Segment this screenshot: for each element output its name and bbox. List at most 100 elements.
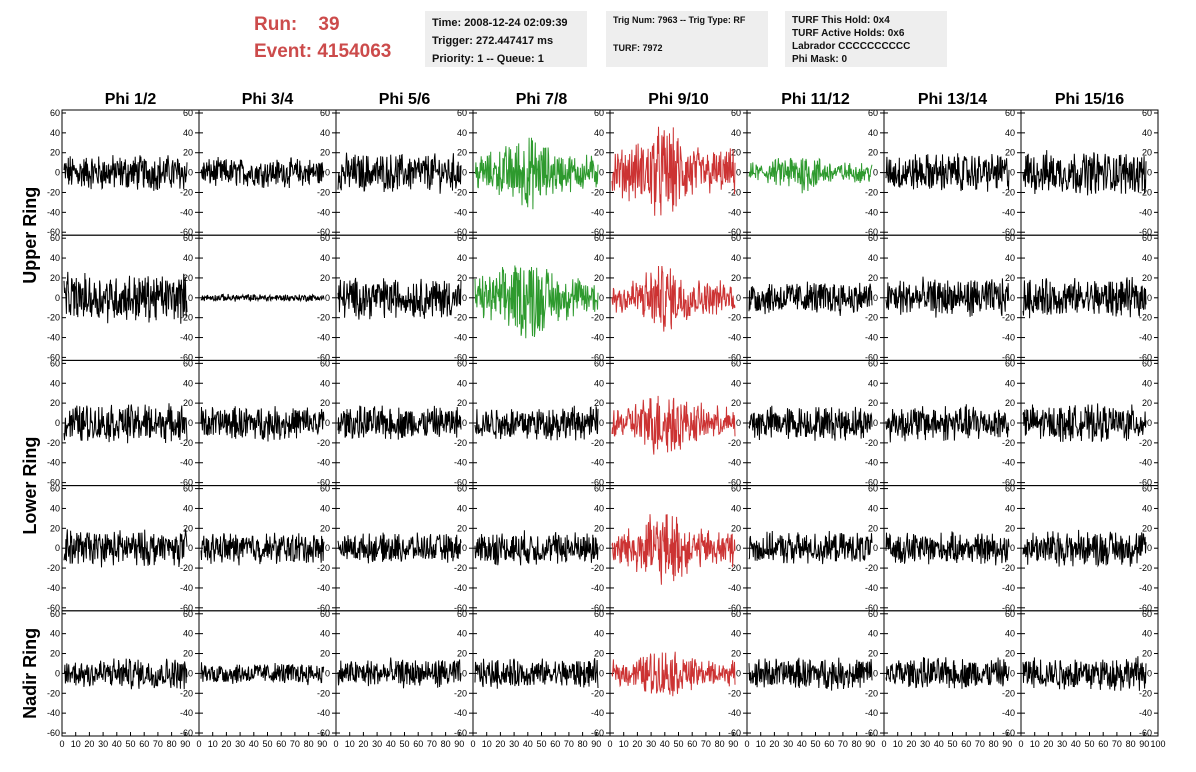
y-tick-label: 0: [1147, 543, 1152, 553]
waveform-trace: [748, 405, 873, 441]
y-tick-label: 40: [868, 128, 878, 138]
x-tick-label: 10: [756, 739, 766, 749]
x-tick-label: 60: [824, 739, 834, 749]
y-tick-label: -20: [591, 563, 604, 573]
x-tick-label: 90: [865, 739, 875, 749]
y-tick-label: -20: [865, 563, 878, 573]
y-tick-label: -60: [1002, 227, 1015, 237]
x-tick-label: 90: [180, 739, 190, 749]
x-tick-label: 10: [1030, 739, 1040, 749]
y-tick-label: 20: [1005, 523, 1015, 533]
y-tick-label: -60: [865, 478, 878, 488]
waveform-trace: [1022, 276, 1147, 319]
y-tick-label: -40: [317, 458, 330, 468]
waveform-trace: [885, 657, 1010, 689]
y-tick-label: -20: [1139, 438, 1152, 448]
y-tick-label: 40: [183, 629, 193, 639]
y-tick-label: 0: [188, 543, 193, 553]
y-tick-label: 40: [1142, 629, 1152, 639]
y-tick-label: 60: [320, 609, 330, 619]
waveform-trace: [63, 403, 188, 444]
y-tick-label: 0: [1010, 668, 1015, 678]
y-tick-label: -60: [728, 728, 741, 738]
y-tick-label: 60: [731, 233, 741, 243]
y-tick-label: 20: [320, 398, 330, 408]
y-tick-label: -20: [865, 313, 878, 323]
y-tick-label: -60: [454, 352, 467, 362]
x-tick-label: 70: [153, 739, 163, 749]
x-tick-label: 0: [744, 739, 749, 749]
y-tick-label: -40: [317, 207, 330, 217]
y-tick-label: 0: [1010, 293, 1015, 303]
waveform-trace: [748, 530, 873, 565]
y-tick-label: 60: [50, 609, 60, 619]
y-tick-label: 60: [868, 484, 878, 494]
y-tick-label: 60: [868, 609, 878, 619]
y-tick-label: 20: [1005, 273, 1015, 283]
x-tick-label: 10: [893, 739, 903, 749]
y-tick-label: 60: [320, 358, 330, 368]
y-tick-label: 40: [731, 629, 741, 639]
column-label: Phi 5/6: [379, 91, 431, 108]
column-label: Phi 13/14: [918, 91, 987, 108]
waveform-trace: [474, 265, 599, 339]
x-tick-label: 40: [797, 739, 807, 749]
y-tick-label: 20: [1142, 273, 1152, 283]
y-tick-label: 60: [183, 609, 193, 619]
y-tick-label: -40: [1002, 333, 1015, 343]
y-tick-label: -20: [865, 688, 878, 698]
y-tick-label: 40: [457, 629, 467, 639]
y-tick-label: -20: [728, 438, 741, 448]
y-tick-label: 60: [183, 484, 193, 494]
y-tick-label: 60: [594, 358, 604, 368]
y-tick-label: 0: [188, 418, 193, 428]
x-tick-label: 90: [591, 739, 601, 749]
y-tick-label: 20: [1142, 148, 1152, 158]
waveform-trace: [885, 404, 1010, 443]
waveform-trace: [474, 530, 599, 566]
y-tick-label: -20: [865, 438, 878, 448]
y-tick-label: -60: [591, 603, 604, 613]
x-tick-label: 0: [196, 739, 201, 749]
y-tick-label: -20: [591, 187, 604, 197]
run-event-info: Run: 39 Event: 4154063: [254, 11, 391, 65]
y-tick-label: -60: [180, 728, 193, 738]
y-tick-label: -20: [454, 313, 467, 323]
y-tick-label: 60: [868, 108, 878, 118]
x-tick-label: 70: [564, 739, 574, 749]
y-tick-label: -40: [865, 708, 878, 718]
y-tick-label: -20: [47, 187, 60, 197]
y-tick-label: 60: [1142, 108, 1152, 118]
y-tick-label: -20: [1002, 187, 1015, 197]
y-tick-label: -60: [317, 227, 330, 237]
x-tick-label: 70: [838, 739, 848, 749]
turf-line: TURF: 7972: [613, 43, 663, 53]
y-tick-label: 60: [457, 108, 467, 118]
y-tick-label: 40: [868, 629, 878, 639]
event-label: Event:: [254, 41, 313, 62]
y-tick-label: -40: [454, 207, 467, 217]
x-tick-label: 60: [1098, 739, 1108, 749]
x-tick-label: 20: [769, 739, 779, 749]
y-tick-label: 40: [320, 629, 330, 639]
y-tick-label: -20: [1002, 438, 1015, 448]
x-tick-label: 90: [1002, 739, 1012, 749]
y-tick-label: 40: [50, 503, 60, 513]
y-tick-label: -40: [728, 207, 741, 217]
y-tick-label: 40: [50, 253, 60, 263]
y-tick-label: -20: [454, 438, 467, 448]
y-tick-label: 20: [50, 398, 60, 408]
y-tick-label: 40: [1142, 378, 1152, 388]
waveform-trace: [337, 532, 462, 564]
y-tick-label: 60: [183, 233, 193, 243]
y-tick-label: -40: [47, 458, 60, 468]
x-tick-label: 40: [112, 739, 122, 749]
y-tick-label: 0: [55, 543, 60, 553]
y-tick-label: 40: [731, 503, 741, 513]
y-tick-label: 0: [55, 168, 60, 178]
turf-active-line: TURF Active Holds: 0x6: [792, 28, 905, 39]
waveform-trace: [611, 126, 736, 216]
y-tick-label: 60: [731, 484, 741, 494]
y-tick-label: 60: [594, 108, 604, 118]
y-tick-label: -60: [47, 603, 60, 613]
